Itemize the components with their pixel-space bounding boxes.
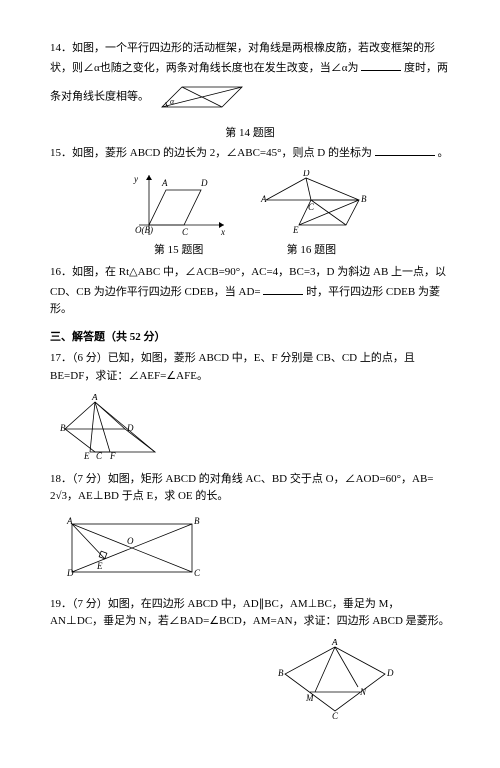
q15-figure: y x A D O(B) C 第 15 题图 — [129, 170, 229, 260]
svg-text:N: N — [359, 687, 367, 697]
svg-text:B: B — [194, 516, 200, 526]
figures-15-16: y x A D O(B) C 第 15 题图 A D B C E 第 16 题图 — [50, 170, 450, 260]
svg-text:O(B): O(B) — [135, 225, 153, 235]
svg-text:C: C — [308, 202, 315, 212]
q19-text: 19．（7 分）如图，在四边形 ABCD 中，AD∥BC，AM⊥BC，垂足为 M… — [50, 598, 450, 628]
svg-text:B: B — [361, 194, 367, 204]
problem-14: 14．如图，一个平行四边形的活动框架，对角线是两根橡皮筋，若改变框架的形状，则∠… — [50, 40, 450, 117]
svg-text:A: A — [260, 194, 267, 204]
q16-blank — [263, 282, 303, 295]
svg-text:C: C — [96, 451, 103, 459]
problem-19: 19．（7 分）如图，在四边形 ABCD 中，AD∥BC，AM⊥BC，垂足为 M… — [50, 596, 450, 631]
svg-text:F: F — [109, 451, 116, 459]
svg-text:E: E — [83, 451, 90, 459]
svg-text:M: M — [305, 693, 314, 703]
svg-text:α: α — [170, 97, 175, 106]
svg-text:D: D — [200, 178, 208, 188]
q14-caption: 第 14 题图 — [50, 125, 450, 143]
svg-text:C: C — [194, 568, 201, 578]
q16-figure: A D B C E 第 16 题图 — [251, 170, 371, 260]
svg-text:D: D — [386, 668, 394, 678]
q17-figure: A B D E C F — [60, 394, 450, 459]
svg-text:C: C — [332, 711, 339, 721]
q18-text: 18．（7 分）如图，矩形 ABCD 的对角线 AC、BD 交于点 O，∠AOD… — [50, 473, 433, 503]
svg-text:E: E — [96, 561, 103, 571]
svg-text:x: x — [220, 227, 225, 237]
problem-18: 18．（7 分）如图，矩形 ABCD 的对角线 AC、BD 交于点 O，∠AOD… — [50, 471, 450, 506]
svg-text:E: E — [292, 225, 299, 235]
svg-text:D: D — [126, 423, 134, 433]
svg-text:D: D — [302, 170, 310, 178]
q17-text: 17．（6 分）已知，如图，菱形 ABCD 中，E、F 分别是 CB、CD 上的… — [50, 352, 415, 382]
q14-blank — [361, 58, 401, 71]
svg-text:C: C — [182, 227, 189, 237]
problem-16: 16．如图，在 Rt△ABC 中，∠ACB=90°，AC=4，BC=3，D 为斜… — [50, 264, 450, 319]
svg-text:A: A — [331, 639, 338, 647]
problem-15: 15．如图，菱形 ABCD 的边长为 2，∠ABC=45°，则点 D 的坐标为 … — [50, 143, 450, 163]
svg-text:y: y — [133, 174, 138, 184]
svg-text:O: O — [127, 536, 134, 546]
svg-text:B: B — [278, 668, 284, 678]
svg-text:A: A — [66, 516, 73, 526]
q15-blank — [375, 143, 435, 156]
q16-caption: 第 16 题图 — [251, 242, 371, 260]
q15-text-b: 。 — [437, 147, 448, 159]
svg-text:A: A — [161, 178, 168, 188]
svg-text:A: A — [91, 394, 98, 402]
q18-figure: A B D C O E — [60, 514, 450, 584]
problem-17: 17．（6 分）已知，如图，菱形 ABCD 中，E、F 分别是 CB、CD 上的… — [50, 350, 450, 385]
q15-text-a: 15．如图，菱形 ABCD 的边长为 2，∠ABC=45°，则点 D 的坐标为 — [50, 147, 372, 159]
section-3-title: 三、解答题（共 52 分） — [50, 329, 450, 347]
svg-text:D: D — [66, 568, 74, 578]
q19-figure: A B D C M N — [270, 639, 450, 724]
svg-text:B: B — [60, 423, 66, 433]
q15-caption: 第 15 题图 — [129, 242, 229, 260]
q14-figure: α — [152, 77, 262, 117]
